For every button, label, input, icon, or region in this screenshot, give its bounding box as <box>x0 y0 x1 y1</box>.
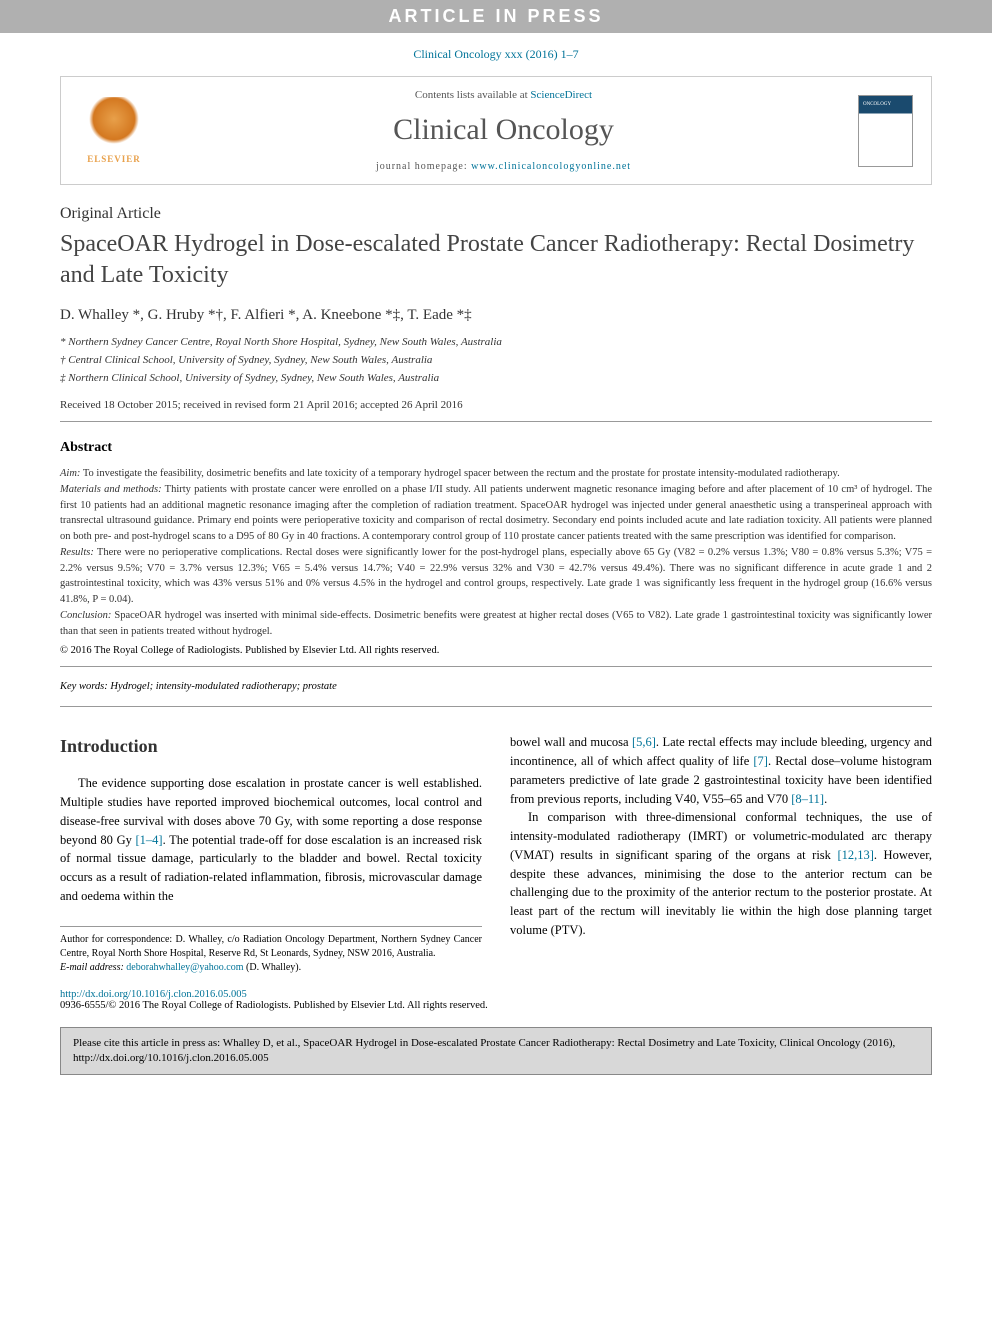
aim-label: Aim: <box>60 468 80 479</box>
introduction-heading: Introduction <box>60 733 482 760</box>
article-body: Original Article SpaceOAR Hydrogel in Do… <box>0 205 992 1011</box>
correspondence-block: Author for correspondence: D. Whalley, c… <box>60 926 482 975</box>
abstract-text: Aim: To investigate the feasibility, dos… <box>60 466 932 639</box>
doi-link[interactable]: http://dx.doi.org/10.1016/j.clon.2016.05… <box>60 989 247 1000</box>
journal-header-box: ELSEVIER Contents lists available at Sci… <box>60 76 932 185</box>
journal-title: Clinical Oncology <box>149 113 858 147</box>
conclusion-text: SpaceOAR hydrogel was inserted with mini… <box>60 610 932 637</box>
keywords: Key words: Hydrogel; intensity-modulated… <box>60 681 932 692</box>
email-label: E-mail address: <box>60 962 126 973</box>
contents-lists-line: Contents lists available at ScienceDirec… <box>149 89 858 101</box>
authors: D. Whalley *, G. Hruby *†, F. Alfieri *,… <box>60 307 932 324</box>
header-center: Contents lists available at ScienceDirec… <box>149 89 858 172</box>
results-text: There were no perioperative complication… <box>60 547 932 605</box>
col2-p1-d: . <box>824 792 827 806</box>
top-citation: Clinical Oncology xxx (2016) 1–7 <box>0 33 992 76</box>
aim-text: To investigate the feasibility, dosimetr… <box>80 468 839 479</box>
affiliation-3: ‡ Northern Clinical School, University o… <box>60 370 932 388</box>
affiliation-1: * Northern Sydney Cancer Centre, Royal N… <box>60 334 932 352</box>
left-column: Introduction The evidence supporting dos… <box>60 733 482 974</box>
homepage-link[interactable]: www.clinicaloncologyonline.net <box>471 161 631 172</box>
article-title: SpaceOAR Hydrogel in Dose-escalated Pros… <box>60 229 932 291</box>
divider <box>60 421 932 422</box>
sciencedirect-link[interactable]: ScienceDirect <box>530 89 592 101</box>
conclusion-label: Conclusion: <box>60 610 111 621</box>
intro-p2: In comparison with three-dimensional con… <box>510 808 932 939</box>
col2-p1-a: bowel wall and mucosa <box>510 735 632 749</box>
divider <box>60 706 932 707</box>
intro-p1: The evidence supporting dose escalation … <box>60 774 482 905</box>
contents-prefix: Contents lists available at <box>415 89 530 101</box>
correspondence-email-line: E-mail address: deborahwhalley@yahoo.com… <box>60 961 482 975</box>
intro-p1-cont: bowel wall and mucosa [5,6]. Late rectal… <box>510 733 932 808</box>
ref-link-8-11[interactable]: [8–11] <box>791 792 824 806</box>
homepage-line: journal homepage: www.clinicaloncologyon… <box>149 161 858 172</box>
abstract-copyright: © 2016 The Royal College of Radiologists… <box>60 645 932 656</box>
methods-text: Thirty patients with prostate cancer wer… <box>60 484 932 542</box>
keywords-label: Key words: <box>60 681 108 692</box>
elsevier-text: ELSEVIER <box>87 154 141 164</box>
article-in-press-banner: ARTICLE IN PRESS <box>0 0 992 33</box>
affiliation-2: † Central Clinical School, University of… <box>60 352 932 370</box>
two-column-body: Introduction The evidence supporting dos… <box>60 733 932 974</box>
issn-line: 0936-6555/© 2016 The Royal College of Ra… <box>60 1000 932 1011</box>
doi-line: http://dx.doi.org/10.1016/j.clon.2016.05… <box>60 989 932 1000</box>
methods-label: Materials and methods: <box>60 484 162 495</box>
article-type: Original Article <box>60 205 932 223</box>
article-dates: Received 18 October 2015; received in re… <box>60 399 932 411</box>
ref-link-12-13[interactable]: [12,13] <box>837 848 873 862</box>
divider <box>60 666 932 667</box>
elsevier-logo[interactable]: ELSEVIER <box>79 91 149 171</box>
journal-cover-thumb[interactable] <box>858 95 913 167</box>
email-suffix: (D. Whalley). <box>244 962 302 973</box>
right-column: bowel wall and mucosa [5,6]. Late rectal… <box>510 733 932 974</box>
correspondence-author: Author for correspondence: D. Whalley, c… <box>60 933 482 961</box>
elsevier-tree-icon <box>89 97 139 152</box>
keywords-text: Hydrogel; intensity-modulated radiothera… <box>108 681 337 692</box>
ref-link-1-4[interactable]: [1–4] <box>135 833 162 847</box>
abstract-heading: Abstract <box>60 440 932 456</box>
affiliations: * Northern Sydney Cancer Centre, Royal N… <box>60 334 932 387</box>
ref-link-7[interactable]: [7] <box>753 754 768 768</box>
cite-this-article-box: Please cite this article in press as: Wh… <box>60 1027 932 1076</box>
email-link[interactable]: deborahwhalley@yahoo.com <box>126 962 243 973</box>
results-label: Results: <box>60 547 94 558</box>
ref-link-5-6[interactable]: [5,6] <box>632 735 656 749</box>
homepage-prefix: journal homepage: <box>376 161 471 172</box>
